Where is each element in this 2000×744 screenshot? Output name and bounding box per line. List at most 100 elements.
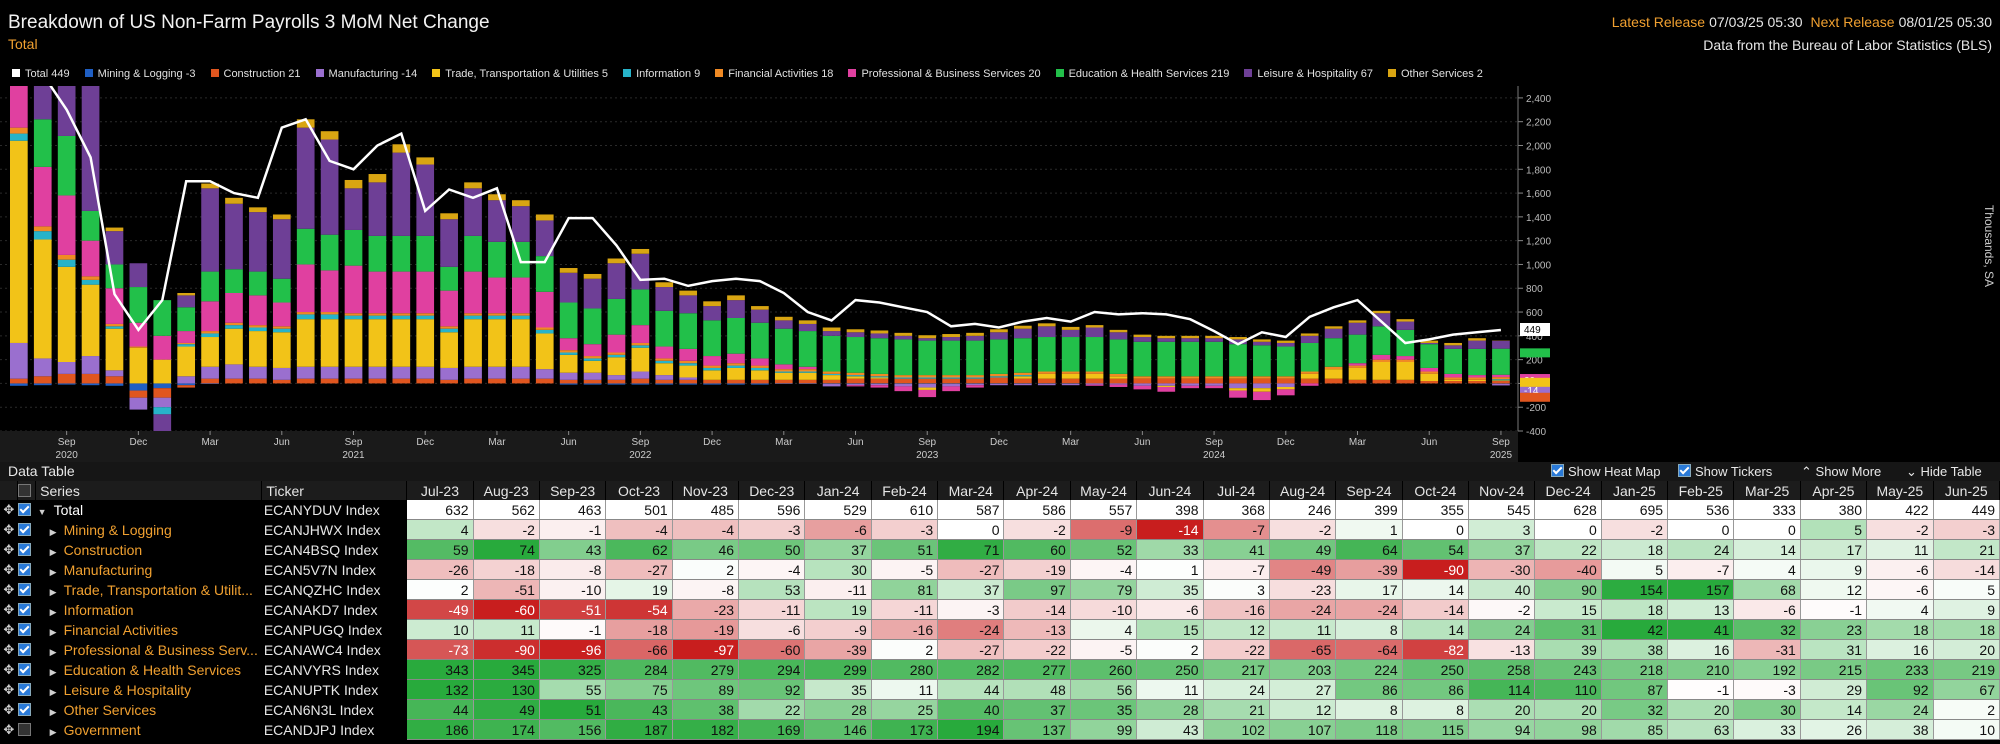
ticker[interactable]: ECANPUGQ Index	[261, 619, 407, 640]
column-header-month[interactable]: Mar-24	[937, 481, 1005, 500]
ticker[interactable]: ECANUPTK Index	[261, 679, 407, 700]
series-name[interactable]: ▶ Leisure & Hospitality	[35, 679, 262, 700]
row-crosshair-icon[interactable]: ✥	[0, 699, 18, 720]
checkbox-icon[interactable]	[18, 682, 32, 696]
legend-item[interactable]: Total 449	[12, 68, 70, 80]
column-header-month[interactable]: Dec-24	[1534, 481, 1602, 500]
column-header-month[interactable]: Jun-24	[1136, 481, 1204, 500]
series-name[interactable]: ▶ Trade, Transportation & Utilit...	[35, 579, 262, 600]
table-row[interactable]: ✥ ▶ Professional & Business Serv... ECANAWC…	[0, 639, 2000, 660]
row-checkbox[interactable]	[17, 639, 36, 660]
hide-table-button[interactable]: ⌄ Hide Table	[1906, 464, 1982, 479]
row-crosshair-icon[interactable]: ✥	[0, 579, 18, 600]
row-crosshair-icon[interactable]: ✥	[0, 639, 18, 660]
checkbox-icon[interactable]	[18, 582, 32, 596]
checkbox-icon[interactable]	[18, 502, 32, 516]
expand-triangle-icon[interactable]: ▶	[49, 646, 57, 657]
column-header-month[interactable]: Jul-24	[1203, 481, 1270, 500]
row-crosshair-icon[interactable]: ✥	[0, 659, 18, 680]
row-checkbox[interactable]	[17, 539, 36, 560]
column-header-month[interactable]: Jan-24	[804, 481, 872, 500]
series-name[interactable]: ▶ Construction	[35, 539, 262, 560]
column-header-month[interactable]: Sep-24	[1335, 481, 1403, 500]
expand-triangle-icon[interactable]: ▶	[49, 666, 57, 677]
row-crosshair-icon[interactable]: ✥	[0, 679, 18, 700]
column-header-month[interactable]: Oct-24	[1402, 481, 1469, 500]
legend-item[interactable]: Other Services 2	[1387, 68, 1483, 80]
legend-item[interactable]: Information 9	[623, 68, 700, 80]
checkbox-icon[interactable]	[18, 542, 32, 556]
row-checkbox[interactable]	[17, 519, 36, 540]
series-name[interactable]: ▶ Mining & Logging	[35, 519, 262, 540]
series-name[interactable]: ▶ Education & Health Services	[35, 659, 262, 680]
checkbox-icon[interactable]	[18, 602, 32, 616]
expand-triangle-icon[interactable]: ▶	[49, 586, 57, 597]
column-header-month[interactable]: Sep-23	[539, 481, 607, 500]
checkbox-icon[interactable]	[18, 662, 32, 676]
row-checkbox[interactable]	[17, 559, 36, 580]
header-cross-column[interactable]	[0, 481, 19, 500]
ticker[interactable]: ECANVYRS Index	[261, 659, 407, 680]
column-header-month[interactable]: Jul-23	[406, 481, 474, 500]
row-crosshair-icon[interactable]: ✥	[0, 559, 18, 580]
table-row[interactable]: ✥ ▶ Trade, Transportation & Utilit... ECANQ…	[0, 579, 2000, 600]
table-row[interactable]: ✥ ▶ Leisure & Hospitality ECANUPTK Index 132…	[0, 679, 2000, 700]
column-header-month[interactable]: Mar-25	[1733, 481, 1801, 500]
show-heat-map-toggle[interactable]: Show Heat Map	[1551, 464, 1661, 479]
checkbox-icon[interactable]	[18, 622, 32, 636]
table-row[interactable]: ✥ ▶ Information ECANAKD7 Index -49 -60 -51 -54-…	[0, 599, 2000, 620]
row-checkbox[interactable]	[17, 679, 36, 700]
column-header-month[interactable]: Feb-25	[1667, 481, 1735, 500]
row-crosshair-icon[interactable]: ✥	[0, 500, 18, 520]
series-name[interactable]: ▶ Other Services	[35, 699, 262, 720]
expand-triangle-icon[interactable]: ▶	[49, 686, 57, 697]
table-row[interactable]: ✥ ▶ Manufacturing ECAN5V7N Index -26 -18 -8 -27…	[0, 559, 2000, 580]
ticker[interactable]: ECAN6N3L Index	[261, 699, 407, 720]
legend-item[interactable]: Manufacturing -14	[315, 68, 417, 80]
expand-triangle-icon[interactable]: ▶	[49, 706, 57, 717]
table-row[interactable]: ✥ ▶ Other Services ECAN6N3L Index 44 49 51 43 38…	[0, 699, 2000, 720]
series-name[interactable]: ▶ Professional & Business Serv...	[35, 639, 262, 660]
checkbox-icon[interactable]	[18, 702, 32, 716]
row-checkbox[interactable]	[17, 500, 36, 520]
column-header-month[interactable]: Feb-24	[871, 481, 939, 500]
ticker[interactable]: ECANDJPJ Index	[261, 719, 407, 740]
checkbox-icon[interactable]	[18, 642, 32, 656]
header-checkbox-column[interactable]	[17, 481, 37, 500]
row-crosshair-icon[interactable]: ✥	[0, 619, 18, 640]
column-header-ticker[interactable]: Ticker	[261, 481, 408, 500]
legend-item[interactable]: Construction 21	[210, 68, 301, 80]
legend-item[interactable]: Education & Health Services 219	[1055, 68, 1229, 80]
expand-triangle-icon[interactable]: ▶	[49, 546, 57, 557]
table-row[interactable]: ✥ ▶ Government ECANDJPJ Index 186 174 156 187 18…	[0, 719, 2000, 740]
column-header-month[interactable]: Nov-24	[1468, 481, 1536, 500]
column-header-month[interactable]: Aug-24	[1269, 481, 1337, 500]
expand-triangle-icon[interactable]: ▶	[49, 566, 57, 577]
ticker[interactable]: ECANQZHC Index	[261, 579, 407, 600]
ticker[interactable]: ECANJHWX Index	[261, 519, 407, 540]
row-crosshair-icon[interactable]: ✥	[0, 599, 18, 620]
legend-item[interactable]: Trade, Transportation & Utilities 5	[432, 68, 608, 80]
column-header-month[interactable]: Jan-25	[1601, 481, 1669, 500]
series-name[interactable]: ▶ Information	[35, 599, 262, 620]
row-checkbox[interactable]	[17, 719, 36, 740]
table-row[interactable]: ✥ ▼ Total ECANYDUV Index 632 562 463 501 485 596 5…	[0, 500, 2000, 520]
row-crosshair-icon[interactable]: ✥	[0, 539, 18, 560]
legend-item[interactable]: Mining & Logging -3	[84, 68, 196, 80]
legend-item[interactable]: Leisure & Hospitality 67	[1244, 68, 1373, 80]
ticker[interactable]: ECANYDUV Index	[261, 500, 407, 520]
series-name[interactable]: ▶ Government	[35, 719, 262, 740]
row-checkbox[interactable]	[17, 579, 36, 600]
expand-triangle-icon[interactable]: ▶	[49, 606, 57, 617]
ticker[interactable]: ECAN5V7N Index	[261, 559, 407, 580]
row-checkbox[interactable]	[17, 599, 36, 620]
table-row[interactable]: ✥ ▶ Construction ECAN4BSQ Index 59 74 43 62 46 50…	[0, 539, 2000, 560]
row-crosshair-icon[interactable]: ✥	[0, 719, 18, 740]
table-row[interactable]: ✥ ▶ Education & Health Services ECANVYRS In…	[0, 659, 2000, 680]
checkbox-icon[interactable]	[18, 722, 32, 736]
table-row[interactable]: ✥ ▶ Mining & Logging ECANJHWX Index 4 -2 -1 -4-…	[0, 519, 2000, 540]
ticker[interactable]: ECANAWC4 Index	[261, 639, 407, 660]
column-header-month[interactable]: Apr-24	[1003, 481, 1071, 500]
row-checkbox[interactable]	[17, 699, 36, 720]
expand-triangle-icon[interactable]: ▶	[49, 526, 57, 537]
